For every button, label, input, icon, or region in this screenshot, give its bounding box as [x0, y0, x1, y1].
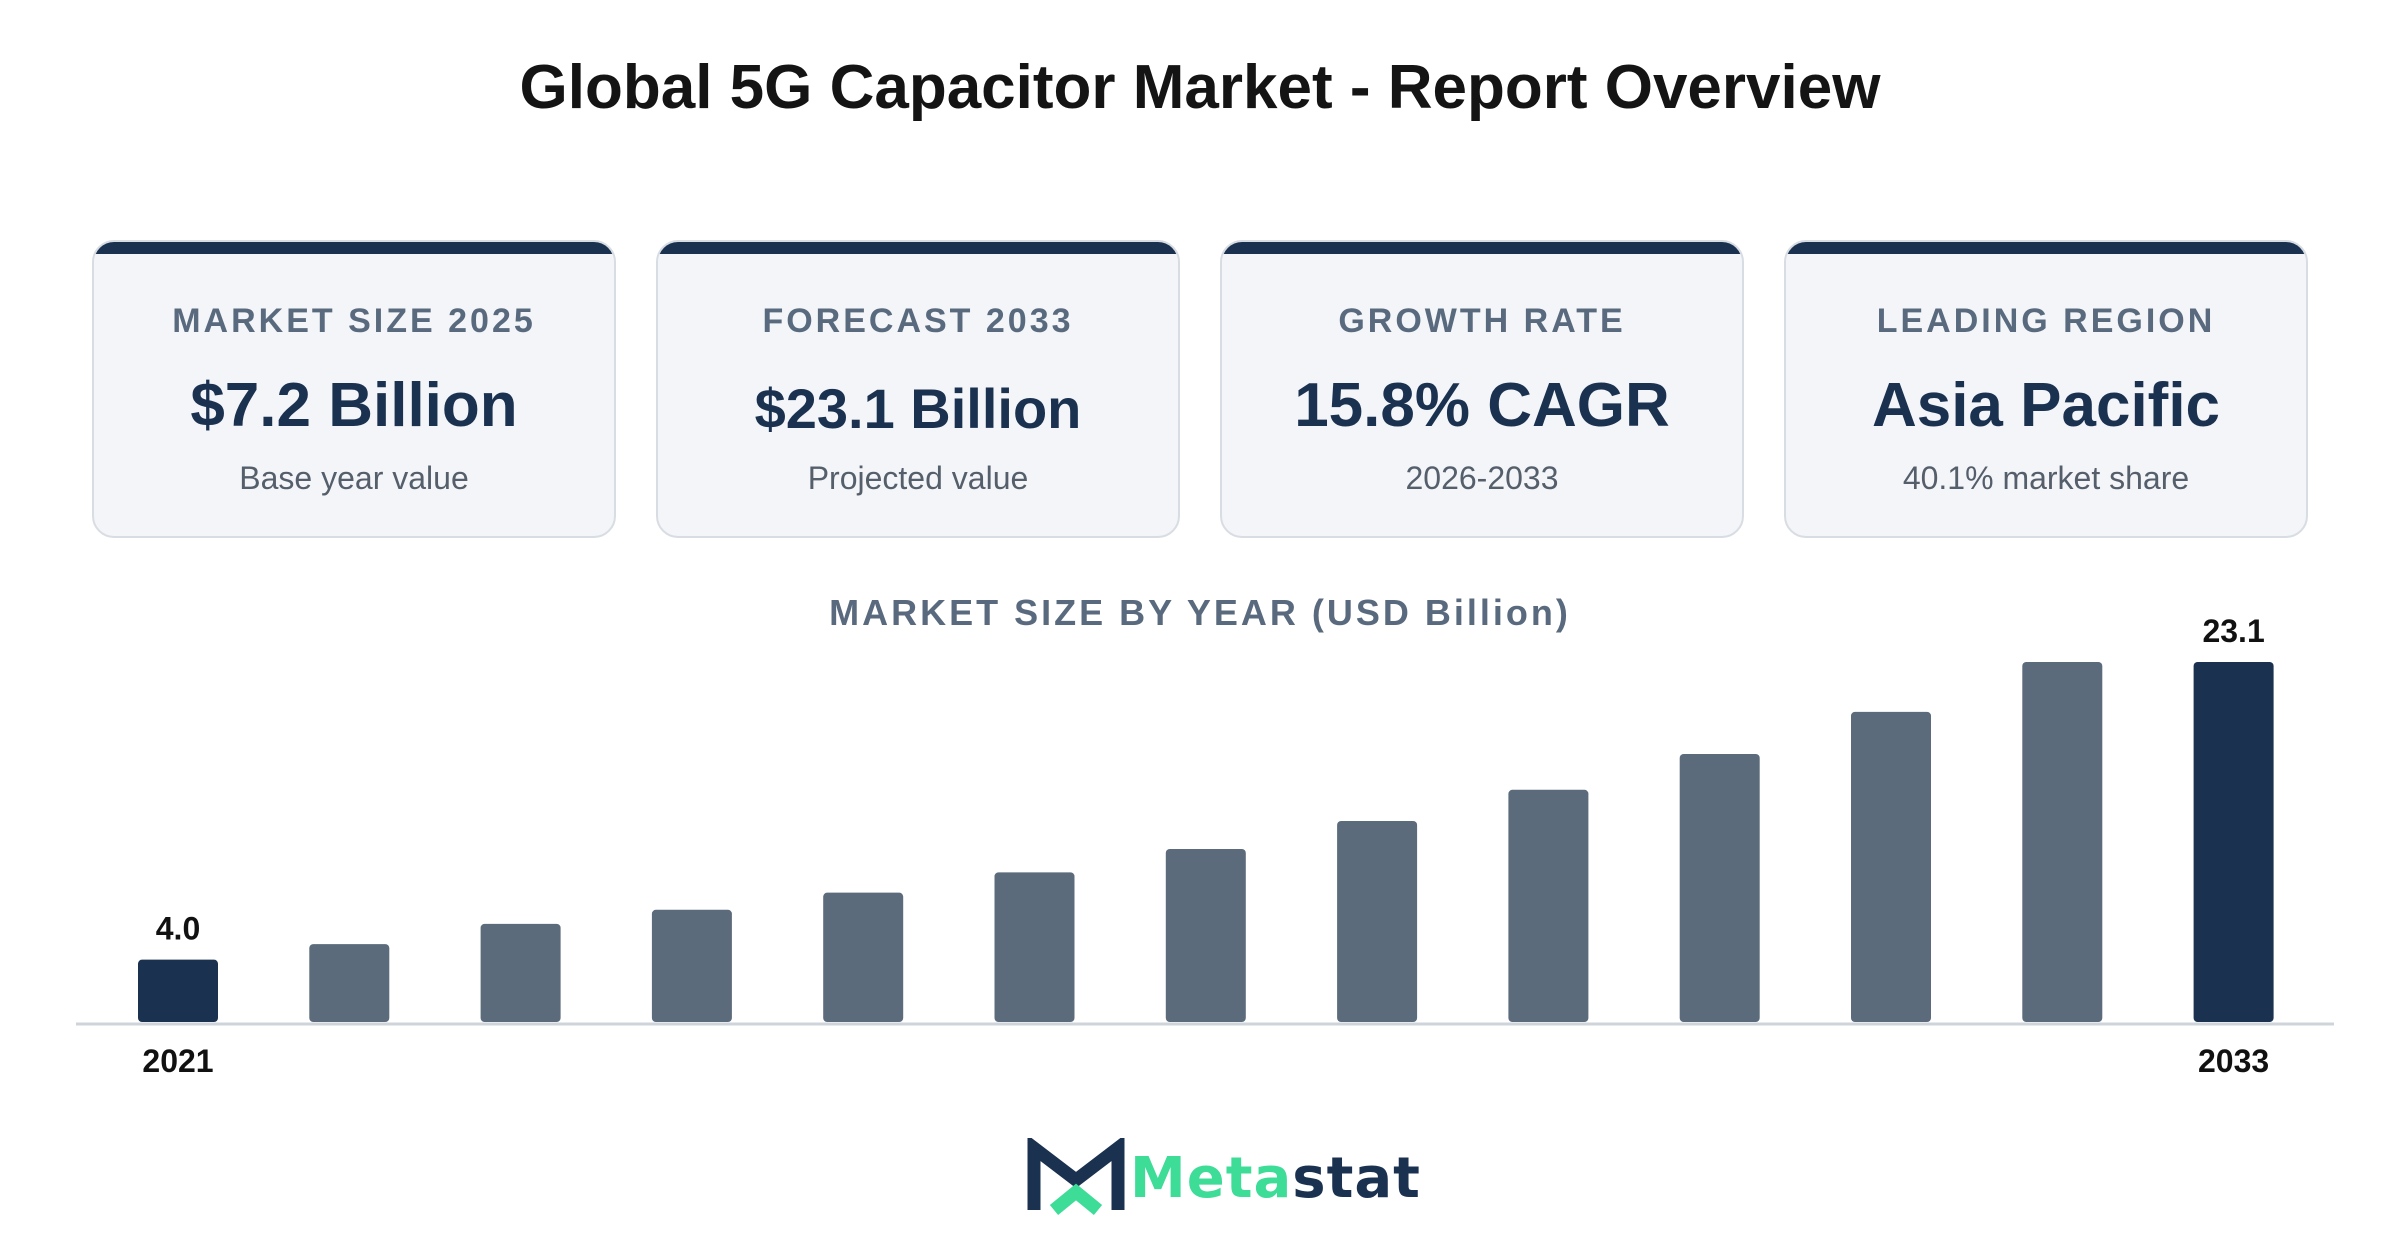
bar-2033 [2193, 662, 2274, 1022]
bar-2029 [1508, 789, 1589, 1022]
bar-2024 [651, 909, 732, 1022]
card-value: Asia Pacific [1871, 371, 2221, 440]
bar-2025 [823, 892, 904, 1022]
x-tick-label-last: 2033 [2198, 1043, 2269, 1079]
data-label-last: 23.1 [2202, 613, 2264, 649]
bar-2030 [1679, 753, 1760, 1022]
card-value: 15.8% CAGR [1294, 371, 1670, 440]
page-title: Global 5G Capacitor Market - Report Over… [519, 53, 1881, 122]
summary-cards: MARKET SIZE 2025 $7.2 Billion Base year … [92, 240, 2308, 538]
card-subtext: Base year value [239, 460, 469, 496]
card-label: LEADING REGION [1876, 302, 2216, 340]
card-accent-bar [1222, 242, 1742, 254]
metastat-logo-icon [1027, 1138, 1125, 1216]
card-subtext: Projected value [807, 460, 1029, 496]
card-subtext: 2026-2033 [1405, 460, 1559, 496]
card-label: GROWTH RATE [1338, 302, 1626, 340]
card-label: FORECAST 2033 [762, 302, 1074, 340]
x-tick-label-first: 2021 [142, 1043, 213, 1079]
card-accent-bar [1786, 242, 2306, 254]
bar-2031 [1851, 711, 1931, 1022]
bar-2032 [2022, 662, 2103, 1022]
bar-2022 [309, 944, 390, 1022]
bar-2026 [994, 872, 1075, 1022]
bar-2027 [1165, 849, 1246, 1022]
chart-title: MARKET SIZE BY YEAR (USD Billion) [829, 592, 1571, 633]
card-value: $7.2 Billion [190, 371, 518, 440]
card-market-size: MARKET SIZE 2025 $7.2 Billion Base year … [92, 240, 616, 538]
card-accent-bar [658, 242, 1178, 254]
metastat-logo: Metastat [1026, 1138, 1421, 1218]
card-growth-rate: GROWTH RATE 15.8% CAGR 2026-2033 [1220, 240, 1744, 538]
card-leading-region: LEADING REGION Asia Pacific 40.1% market… [1784, 240, 2308, 538]
card-value: $23.1 Billion [754, 377, 1082, 440]
card-subtext: 40.1% market share [1902, 460, 2190, 496]
metastat-logo-text: Metastat [1130, 1145, 1421, 1211]
bar-2028 [1337, 820, 1418, 1022]
card-accent-bar [94, 242, 614, 254]
card-forecast: FORECAST 2033 $23.1 Billion Projected va… [656, 240, 1180, 538]
bar-2023 [480, 923, 561, 1022]
data-label-first: 4.0 [156, 911, 200, 947]
bar-2021 [138, 959, 218, 1022]
card-label: MARKET SIZE 2025 [172, 302, 536, 340]
